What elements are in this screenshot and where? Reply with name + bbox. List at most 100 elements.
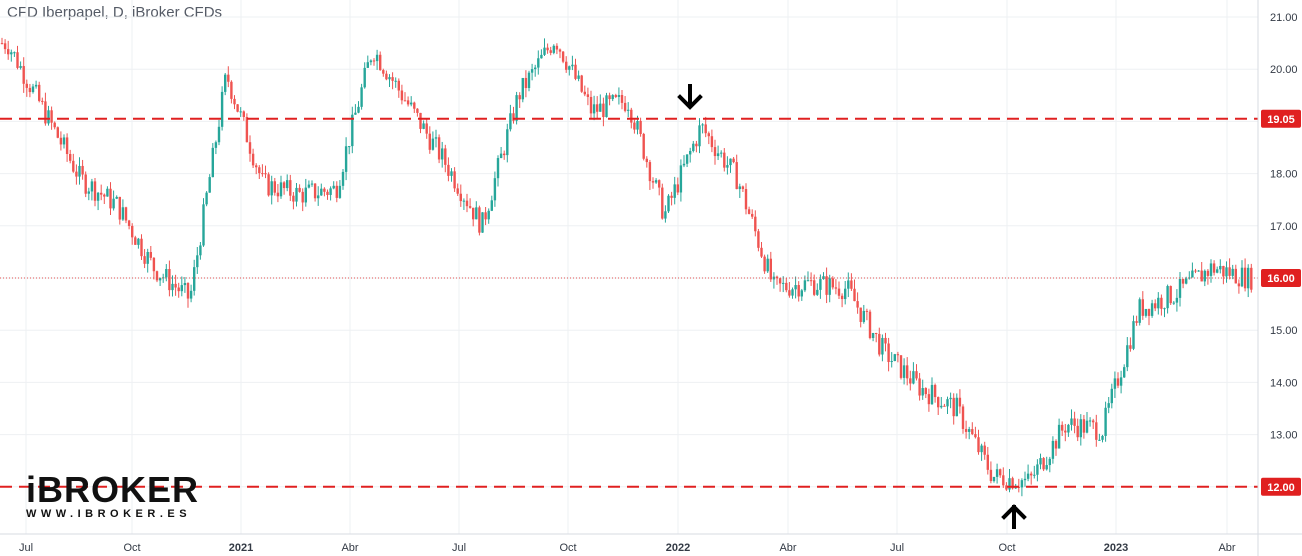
candle-body [1110,388,1113,404]
candle-body [1160,297,1163,309]
candle-body [844,288,847,300]
candle-body [19,66,22,68]
candle-body [940,405,943,408]
candle-body [298,187,301,192]
candle-body [667,195,670,212]
candle-body [599,103,602,112]
candle-body [682,163,686,166]
candle-body [406,100,410,105]
candle-body [1061,424,1064,431]
candle-body [447,164,450,176]
x-tick-label: Jul [19,542,33,554]
x-tick-label: 2023 [1104,542,1128,554]
candle-body [481,212,484,233]
candle-body [741,186,745,190]
candle-body [121,207,125,220]
candle-body [980,445,983,453]
candle-body [382,70,385,74]
candle-body [341,171,345,186]
candle-body [568,66,571,70]
candle-body [611,95,614,100]
candle-body [1188,277,1191,279]
candle-body [214,142,218,148]
candle-body [785,282,788,291]
candle-body [816,289,819,295]
candle-body [1203,270,1206,282]
candle-body [1082,419,1086,433]
candle-body [738,186,741,190]
x-tick-label: Abr [341,542,358,554]
candle-body [661,187,664,219]
y-tick-label: 15.00 [1270,325,1298,337]
x-tick-label: Oct [998,542,1015,554]
candle-body [258,167,261,174]
candle-body [441,148,444,160]
candle-body [72,160,75,172]
candle-body [50,110,53,123]
candle-body [608,95,611,100]
candle-body [313,183,317,199]
candle-body [769,258,772,280]
candle-body [909,378,912,384]
candle-body [1225,267,1228,277]
candle-body [112,198,115,209]
candle-body [689,151,692,155]
candle-body [183,282,187,286]
candle-body [862,310,865,322]
candle-body [766,258,769,272]
candle-body [208,177,211,193]
candle-body [484,212,487,220]
candle-body [413,102,416,109]
candle-body [478,207,481,233]
candle-body [912,371,915,384]
candle-body [651,181,655,183]
candle-body [1222,265,1225,277]
candle-body [881,337,884,355]
candle-body [84,174,87,194]
candle-body [679,165,683,193]
candle-body [22,66,25,84]
candle-body [1051,440,1055,459]
candle-body [819,279,822,290]
candle-body [459,193,462,202]
candle-body [735,162,738,190]
candle-body [589,96,593,114]
candle-body [1042,458,1045,470]
candle-body [338,185,342,198]
candle-body [1141,299,1144,316]
candle-body [943,405,946,407]
candle-body [890,361,893,363]
candle-body [255,165,258,168]
candle-body [1231,268,1234,276]
candle-body [1197,270,1200,272]
candle-body [747,209,751,214]
candle-body [363,67,366,88]
candle-body [1073,418,1076,426]
candle-body [853,288,856,302]
candle-body [388,77,391,80]
candle-body [131,225,134,238]
candle-body [69,154,72,161]
candle-body [763,256,766,272]
candle-body [937,397,940,408]
candle-body [534,67,537,70]
candle-body [974,434,977,438]
candle-body [1212,263,1216,273]
candle-body [1064,430,1067,433]
candle-body [168,269,171,291]
candle-body [1129,345,1132,349]
candle-body [78,165,81,177]
candle-body [279,182,283,197]
candle-body [586,94,590,97]
candle-body [552,45,555,53]
candles [0,37,1253,497]
candle-body [834,287,838,289]
candle-body [720,152,723,154]
candle-body [887,343,890,363]
candle-body [165,269,168,278]
level-tag-label: 19.05 [1267,114,1295,126]
candle-body [602,103,605,118]
x-tick-label: Oct [123,542,140,554]
